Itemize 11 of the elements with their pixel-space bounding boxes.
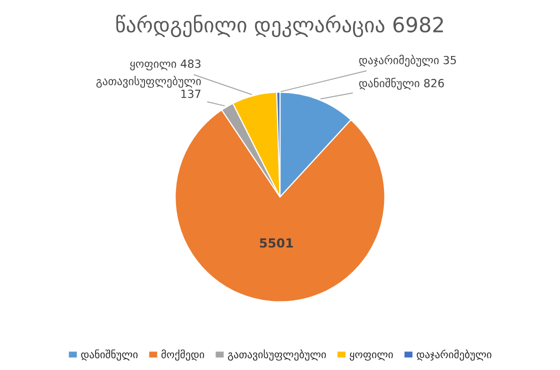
chart-title: წარდგენილი დეკლარაცია 6982 (116, 14, 443, 38)
legend-label: მოქმედი (161, 349, 204, 361)
data-label: დაჯარიმებული 35 (359, 54, 456, 67)
legend-label: დაჯარიმებული (416, 349, 492, 361)
legend-label: ყოფილი (350, 352, 393, 361)
data-label: გათავისუფლებული 137 (96, 76, 201, 98)
legend-label: გათავისუფლებული (228, 349, 326, 361)
data-label: დანიშნული 826 (359, 78, 444, 90)
data-label: 5501 (260, 238, 293, 248)
data-label: ყოფილი 483 (130, 60, 200, 70)
legend-label: დანიშნული (81, 349, 138, 361)
